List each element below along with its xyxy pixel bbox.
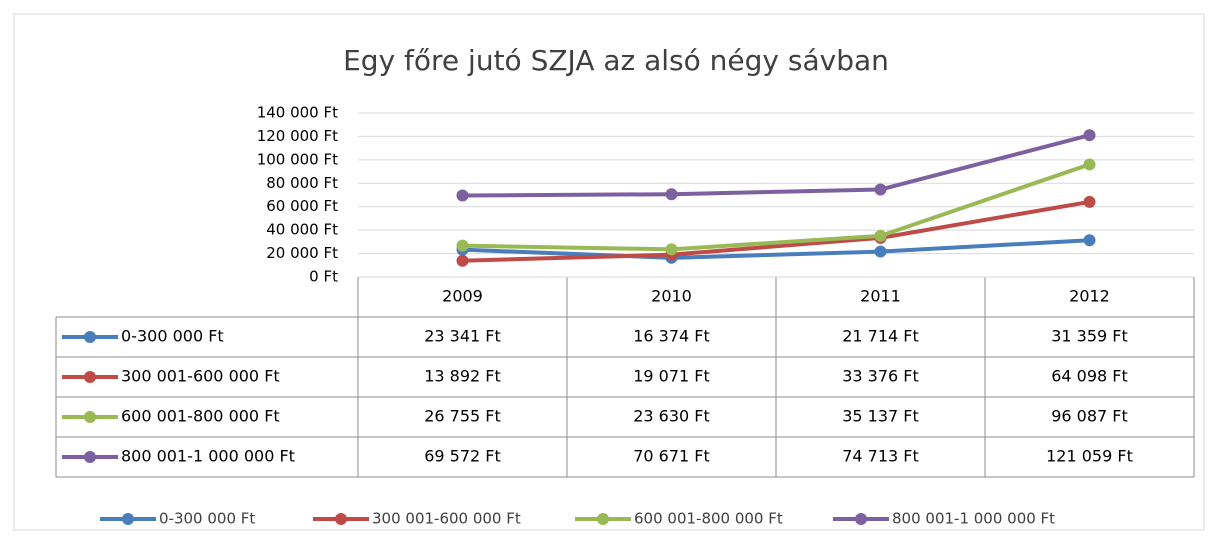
row-label: 0-300 000 Ft [121, 327, 224, 346]
legend-key-marker [335, 513, 347, 525]
data-point [1083, 234, 1096, 247]
table-cell: 23 341 Ft [424, 327, 501, 346]
legend-key-marker [855, 513, 867, 525]
data-point [665, 243, 678, 256]
series-line [462, 199, 1090, 263]
row-label: 800 001-1 000 000 Ft [121, 447, 295, 466]
data-point [1083, 129, 1096, 142]
y-tick-label: 80 000 Ft [266, 174, 338, 192]
y-tick-label: 20 000 Ft [266, 244, 338, 262]
table-cell: 21 714 Ft [842, 327, 919, 346]
table-cell: 16 374 Ft [633, 327, 710, 346]
legend-key-marker [122, 513, 134, 525]
data-point [874, 183, 887, 196]
table-cell: 121 059 Ft [1046, 447, 1133, 466]
table-cell: 74 713 Ft [842, 447, 919, 466]
table-cell: 23 630 Ft [633, 407, 710, 426]
data-point [874, 229, 887, 242]
table-cell: 96 087 Ft [1051, 407, 1128, 426]
table-cell: 33 376 Ft [842, 367, 919, 386]
y-tick-label: 100 000 Ft [257, 150, 338, 168]
table-cell: 64 098 Ft [1051, 367, 1128, 386]
y-tick-label: 120 000 Ft [257, 127, 338, 145]
data-point [1083, 158, 1096, 171]
legend-key-marker [597, 513, 609, 525]
data-point [456, 189, 469, 202]
chart-frame [13, 13, 1205, 531]
y-tick-label: 60 000 Ft [266, 197, 338, 215]
data-point [456, 239, 469, 252]
x-tick-label: 2012 [1069, 287, 1110, 306]
row-key-marker [84, 411, 96, 423]
series-line [462, 133, 1091, 198]
table-cell: 70 671 Ft [633, 447, 710, 466]
row-key-marker [84, 371, 96, 383]
table-cell: 31 359 Ft [1051, 327, 1128, 346]
x-tick-label: 2011 [860, 287, 901, 306]
series-line [462, 162, 1091, 252]
row-key-marker [84, 331, 96, 343]
table-cell: 35 137 Ft [842, 407, 919, 426]
legend-label: 300 001-600 000 Ft [372, 510, 521, 528]
row-key-marker [84, 451, 96, 463]
y-tick-label: 0 Ft [309, 268, 338, 286]
y-tick-label: 40 000 Ft [266, 221, 338, 239]
series-line [462, 238, 1090, 260]
table-cell: 26 755 Ft [424, 407, 501, 426]
legend-label: 600 001-800 000 Ft [634, 510, 783, 528]
data-point [1083, 195, 1096, 208]
y-tick-label: 140 000 Ft [257, 104, 338, 122]
table-cell: 69 572 Ft [424, 447, 501, 466]
data-point [874, 245, 887, 258]
data-point [665, 188, 678, 201]
table-cell: 19 071 Ft [633, 367, 710, 386]
table-cell: 13 892 Ft [424, 367, 501, 386]
row-label: 300 001-600 000 Ft [121, 367, 280, 386]
data-point [456, 254, 469, 267]
x-tick-label: 2009 [442, 287, 483, 306]
chart-title: Egy főre jutó SZJA az alsó négy sávban [343, 44, 889, 77]
row-label: 600 001-800 000 Ft [121, 407, 280, 426]
legend-label: 0-300 000 Ft [159, 510, 255, 528]
legend-label: 800 001-1 000 000 Ft [892, 510, 1055, 528]
x-tick-label: 2010 [651, 287, 692, 306]
